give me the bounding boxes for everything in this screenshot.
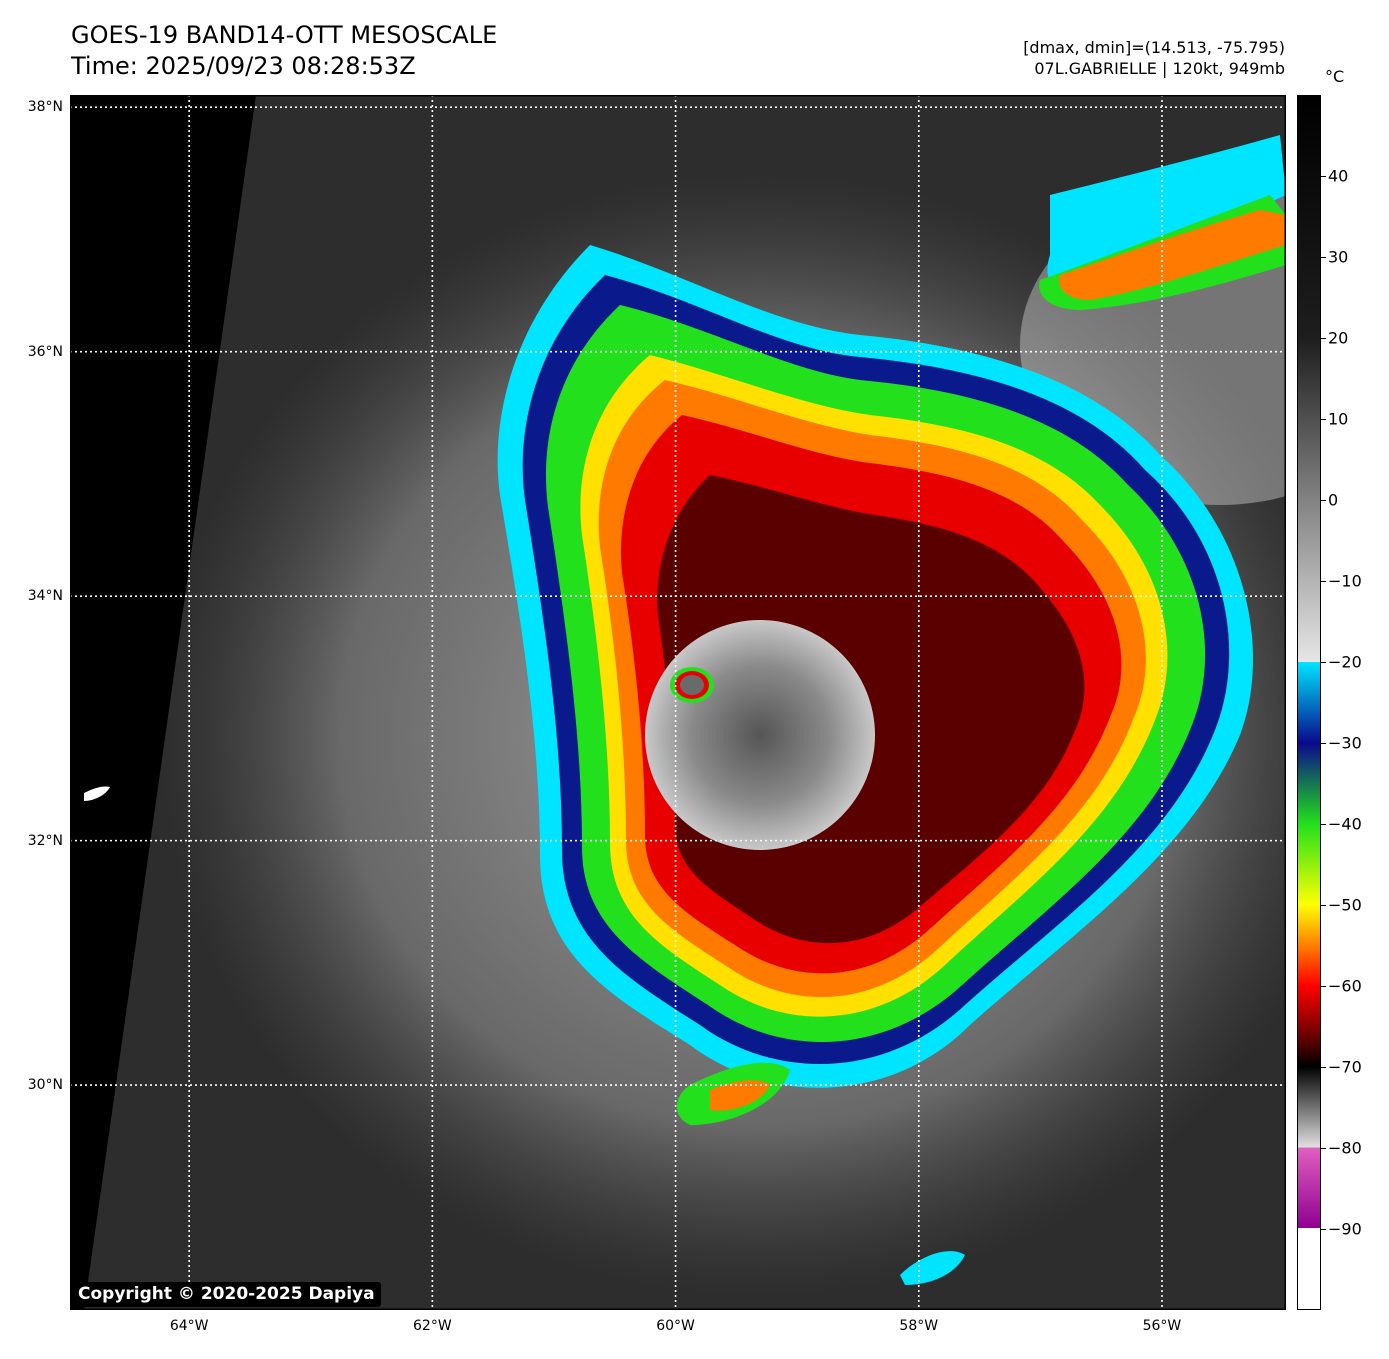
lon-label: 58°W	[899, 1318, 939, 1334]
colorbar-tick-label: −10	[1328, 571, 1362, 591]
colorbar-tick-mark	[1321, 176, 1326, 177]
hurricane-eye	[680, 675, 704, 695]
colorbar-tick-mark	[1321, 419, 1326, 420]
colorbar-tick-mark	[1321, 257, 1326, 258]
lat-label: 34°N	[27, 588, 63, 605]
storm-info: 07L.GABRIELLE | 120kt, 949mb	[1034, 59, 1285, 78]
colorbar-tick-label: 40	[1328, 166, 1349, 186]
colorbar-tick-label: 30	[1328, 247, 1349, 267]
colorbar-tick-label: 0	[1328, 490, 1339, 510]
lat-label: 36°N	[27, 343, 63, 360]
colorbar-tick-label: 10	[1328, 409, 1349, 429]
central-dense-overcast	[645, 620, 875, 850]
colorbar-tick-mark	[1321, 581, 1326, 582]
colorbar-tick-mark	[1321, 824, 1326, 825]
colorbar-tick-label: −60	[1328, 976, 1362, 996]
bermuda-island	[84, 786, 110, 801]
hurricane-cloud-tops	[497, 135, 1286, 1285]
colorbar-unit: °C	[1325, 67, 1345, 86]
colorbar-tick-mark	[1321, 1229, 1326, 1230]
colorbar-tick-label: −70	[1328, 1057, 1362, 1077]
hurricane-eye-region	[645, 620, 875, 850]
lon-label: 60°W	[656, 1318, 695, 1334]
colorbar-tick-label: −90	[1328, 1219, 1362, 1239]
lon-label: 64°W	[169, 1318, 209, 1334]
no-data-region	[70, 95, 256, 1310]
lat-label: 30°N	[27, 1077, 63, 1094]
temperature-colorbar	[1297, 95, 1321, 1310]
colorbar-tick-mark	[1321, 986, 1326, 987]
copyright-label: Copyright © 2020-2025 Dapiya	[72, 1282, 381, 1307]
colorbar-tick-mark	[1321, 338, 1326, 339]
dmax-dmin-readout: [dmax, dmin]=(14.513, -75.795)	[1023, 38, 1285, 57]
colorbar-tick-label: −20	[1328, 652, 1362, 672]
lon-label: 62°W	[413, 1318, 452, 1334]
colorbar-tick-mark	[1321, 500, 1326, 501]
colorbar-tick-label: −80	[1328, 1138, 1362, 1158]
lon-label: 56°W	[1142, 1318, 1182, 1334]
lat-label: 32°N	[27, 832, 63, 849]
colorbar-tick-mark	[1321, 662, 1326, 663]
lat-label: 38°N	[27, 99, 63, 116]
colorbar-tick-label: −30	[1328, 733, 1362, 753]
colorbar-tick-mark	[1321, 1067, 1326, 1068]
colorbar-tick-mark	[1321, 743, 1326, 744]
colorbar-tick-label: −50	[1328, 895, 1362, 915]
satellite-map	[70, 95, 1286, 1310]
timestamp: Time: 2025/09/23 08:28:53Z	[71, 52, 416, 80]
colorbar-tick-mark	[1321, 1148, 1326, 1149]
satellite-imagery	[70, 95, 1286, 1310]
colorbar-tick-label: 20	[1328, 328, 1349, 348]
chart-title: GOES-19 BAND14-OTT MESOSCALE	[71, 21, 498, 49]
colorbar-tick-mark	[1321, 905, 1326, 906]
colorbar-tick-label: −40	[1328, 814, 1362, 834]
